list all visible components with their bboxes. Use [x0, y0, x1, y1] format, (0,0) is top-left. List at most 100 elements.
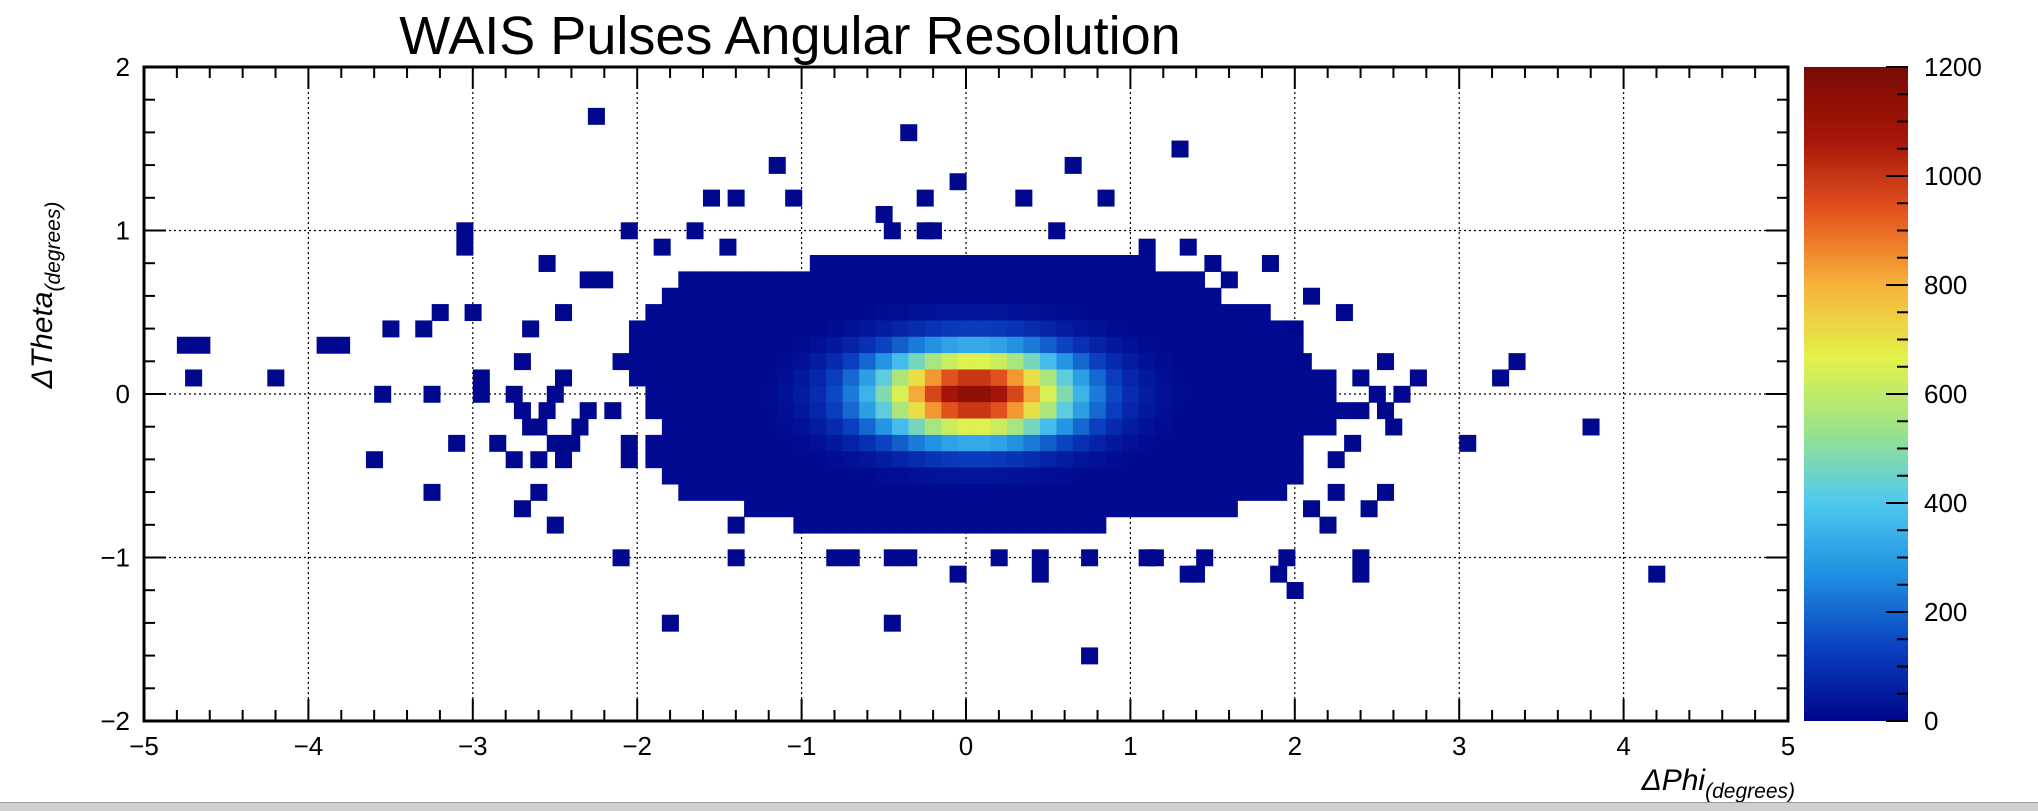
heatmap-bin: [990, 385, 1008, 403]
heatmap-bin: [760, 500, 778, 518]
heatmap-bin: [1220, 320, 1238, 338]
heatmap-bin: [1039, 467, 1058, 485]
heatmap-bin: [875, 516, 893, 534]
heatmap-bin: [809, 516, 827, 534]
heatmap-bin: [678, 353, 696, 371]
heatmap-bin: [694, 418, 712, 436]
heatmap-bin: [1138, 336, 1156, 354]
heatmap-bin: [908, 385, 926, 403]
heatmap-bin: [678, 369, 696, 387]
heatmap-bin: [924, 418, 942, 436]
heatmap-bin: [842, 320, 860, 338]
heatmap-bin: [711, 451, 729, 469]
heatmap-bin: [1204, 369, 1222, 387]
heatmap-bin: [1122, 483, 1140, 501]
heatmap-bin: [859, 451, 877, 469]
heatmap-bin: [530, 451, 548, 469]
heatmap-bin: [1072, 385, 1090, 403]
heatmap-bin: [1303, 369, 1321, 387]
heatmap-bin: [892, 385, 910, 403]
heatmap-bin: [694, 287, 712, 305]
heatmap-bin: [1122, 304, 1140, 322]
heatmap-bin: [1138, 238, 1156, 256]
heatmap-bin: [1187, 565, 1205, 583]
heatmap-bin: [908, 483, 926, 501]
x-tick-label: 3: [1452, 731, 1466, 761]
heatmap-bin: [957, 451, 975, 469]
heatmap-bin: [1204, 434, 1222, 452]
heatmap-bin: [1056, 336, 1074, 354]
heatmap-bin: [1237, 385, 1255, 403]
heatmap-bin: [1097, 189, 1115, 207]
heatmap-bin: [1204, 287, 1222, 305]
heatmap-bin: [1081, 549, 1099, 567]
heatmap-bin: [1039, 483, 1058, 501]
heatmap-bin: [859, 336, 877, 354]
heatmap-bin: [702, 189, 720, 207]
heatmap-bin: [1171, 287, 1189, 305]
heatmap-bin: [892, 353, 910, 371]
heatmap-bin: [711, 418, 729, 436]
heatmap-bin: [1303, 385, 1321, 403]
x-tick-label: −1: [787, 731, 817, 761]
heatmap-bin: [1508, 353, 1526, 371]
heatmap-bin: [1492, 369, 1510, 387]
heatmap-bin: [1253, 451, 1271, 469]
heatmap-bin: [859, 271, 877, 289]
heatmap-bin: [974, 320, 992, 338]
heatmap-bin: [941, 418, 959, 436]
heatmap-bin: [727, 516, 745, 534]
heatmap-bin: [1270, 418, 1288, 436]
heatmap-bin: [727, 304, 745, 322]
heatmap-bin: [859, 500, 877, 518]
heatmap-bin: [1039, 255, 1058, 272]
heatmap-bin: [941, 287, 959, 305]
heatmap-bin: [924, 287, 942, 305]
heatmap-bin: [1089, 451, 1107, 469]
heatmap-bin: [612, 353, 630, 371]
heatmap-bin: [1138, 483, 1156, 501]
heatmap-bin: [1171, 385, 1189, 403]
heatmap-bin: [546, 516, 564, 534]
heatmap-bin: [727, 451, 745, 469]
x-axis-label: ΔPhi: [1641, 764, 1707, 797]
heatmap-bin: [1072, 271, 1090, 289]
heatmap-bin: [1023, 304, 1041, 322]
heatmap-bin: [456, 222, 474, 240]
heatmap-bin: [842, 402, 860, 420]
heatmap-bin: [826, 549, 844, 567]
heatmap-bin: [809, 418, 827, 436]
heatmap-bin: [809, 271, 827, 289]
heatmap-bin: [916, 189, 934, 207]
heatmap-bin: [456, 238, 474, 256]
heatmap-bin: [776, 418, 794, 436]
heatmap-bin: [513, 500, 531, 518]
heatmap-bin: [990, 434, 1008, 452]
heatmap-bin: [744, 451, 762, 469]
heatmap-bin: [694, 320, 712, 338]
heatmap-bin: [859, 434, 877, 452]
heatmap-bin: [645, 369, 663, 387]
heatmap-bin: [661, 467, 679, 485]
heatmap-bin: [957, 304, 975, 322]
heatmap-bin: [1237, 418, 1255, 436]
heatmap-bin: [768, 156, 786, 174]
heatmap-bin: [842, 483, 860, 501]
heatmap-bin: [990, 467, 1008, 485]
heatmap-bin: [875, 369, 893, 387]
heatmap-bin: [694, 434, 712, 452]
heatmap-bin: [1007, 304, 1025, 322]
heatmap-bin: [809, 336, 827, 354]
heatmap-bin: [1039, 516, 1058, 534]
heatmap-bin: [900, 549, 918, 567]
heatmap-bin: [1072, 353, 1090, 371]
heatmap-bin: [374, 385, 392, 403]
heatmap-bin: [793, 483, 811, 501]
heatmap-bin: [1056, 467, 1074, 485]
heatmap-bin: [727, 271, 745, 289]
heatmap-bin: [859, 418, 877, 436]
heatmap-bin: [1039, 385, 1058, 403]
heatmap-bin: [661, 336, 679, 354]
heatmap-bin: [1171, 140, 1189, 158]
